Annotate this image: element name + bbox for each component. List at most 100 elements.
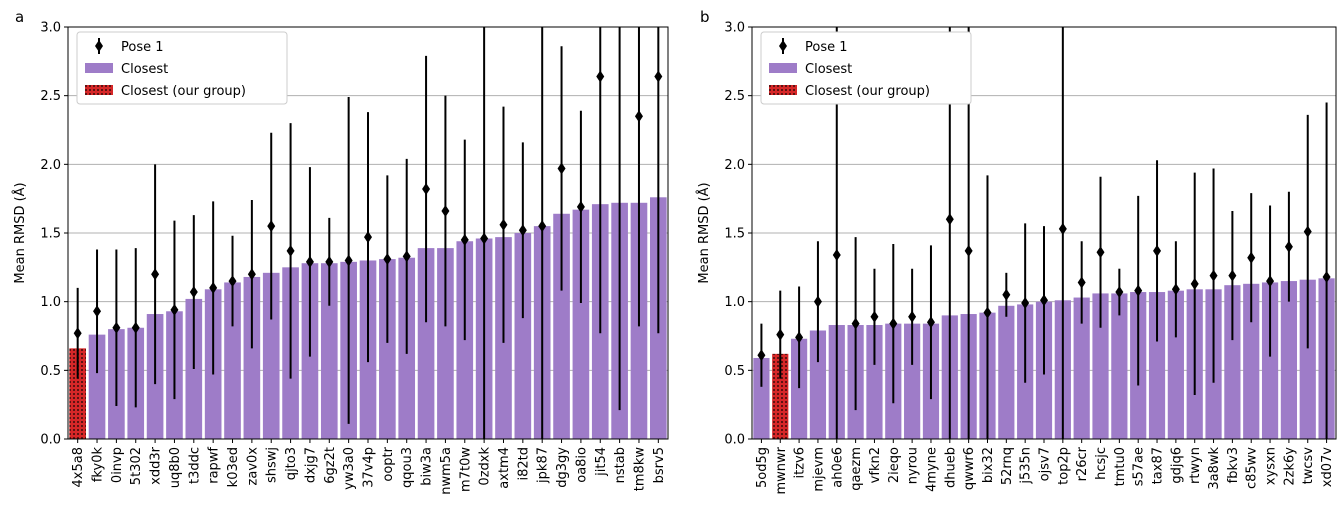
axes-frame bbox=[67, 26, 669, 440]
pose-marker bbox=[1134, 284, 1143, 297]
bar bbox=[753, 357, 770, 439]
pose-marker bbox=[170, 303, 179, 316]
pose-marker bbox=[1077, 276, 1086, 289]
x-tick-label: mwnwr bbox=[774, 446, 789, 494]
x-tick-label: qwwr6 bbox=[962, 447, 977, 490]
pose-marker bbox=[1209, 269, 1218, 282]
pose-marker bbox=[518, 224, 527, 237]
legend-symbol bbox=[85, 85, 113, 95]
bar bbox=[224, 282, 241, 439]
legend-symbol bbox=[769, 63, 797, 73]
x-tick-label: 3a8wk bbox=[1207, 447, 1222, 490]
pose-marker bbox=[1153, 244, 1162, 257]
pose-marker bbox=[1322, 270, 1331, 283]
pose-marker bbox=[1228, 269, 1237, 282]
y-tick-label: 3.0 bbox=[40, 21, 61, 36]
pose-marker bbox=[93, 305, 102, 318]
pose-marker bbox=[1190, 277, 1199, 290]
legend-label: Pose 1 bbox=[805, 40, 848, 55]
x-tick-label: itzv6 bbox=[793, 447, 808, 479]
pose-marker bbox=[151, 268, 160, 281]
pose-marker bbox=[499, 218, 508, 231]
x-tick-label: j535n bbox=[1019, 447, 1034, 485]
pose-marker bbox=[112, 321, 121, 334]
pose-marker bbox=[908, 310, 917, 323]
x-tick-label: t3ddc bbox=[187, 447, 202, 484]
bar bbox=[88, 334, 106, 439]
bar bbox=[417, 248, 435, 439]
pose-marker bbox=[983, 306, 992, 319]
pose-marker bbox=[538, 220, 547, 233]
y-tick-label: 1.0 bbox=[724, 295, 745, 310]
x-tick-label: 5t302 bbox=[129, 447, 144, 485]
pose-marker bbox=[460, 233, 469, 246]
x-tick-label: top2p bbox=[1056, 447, 1071, 485]
bar bbox=[185, 298, 203, 439]
x-tick-label: bix32 bbox=[981, 447, 996, 483]
x-tick-label: zav0x bbox=[245, 447, 260, 486]
pose-marker bbox=[1171, 283, 1180, 296]
x-tick-label: tmtu0 bbox=[1113, 447, 1128, 486]
x-tick-label: 6gz2t bbox=[323, 447, 338, 484]
pose-marker bbox=[1266, 275, 1275, 288]
bar bbox=[1224, 285, 1241, 439]
y-tick-label: 0.5 bbox=[724, 364, 745, 379]
pose-marker bbox=[1115, 286, 1124, 299]
x-tick-label: s57ae bbox=[1132, 447, 1147, 486]
axes-frame bbox=[751, 26, 1337, 440]
x-tick-label: yw3a0 bbox=[342, 447, 357, 490]
x-tick-label: 4myne bbox=[924, 447, 939, 492]
pose-marker bbox=[131, 321, 140, 334]
pose-marker bbox=[402, 250, 411, 263]
x-tick-label: 5od5g bbox=[755, 447, 770, 488]
pose-marker bbox=[1021, 297, 1030, 310]
x-tick-label: 4x5a8 bbox=[71, 447, 86, 487]
panel: b Mean RMSD (Å) 0.0 0.5 1.0 1.5 2.0 2.5 3.0 5od5g… bbox=[696, 8, 1337, 495]
bar bbox=[904, 323, 921, 439]
legend-symbol bbox=[769, 85, 797, 95]
x-tick-label: nyrou bbox=[906, 447, 921, 484]
pose-marker bbox=[1247, 251, 1256, 264]
pose-marker bbox=[926, 316, 935, 329]
panel: a Mean RMSD (Å) 0.0 0.5 1.0 1.5 2.0 2.5 3.0 4x5a8… bbox=[12, 8, 669, 495]
x-tick-label: twcsv bbox=[1301, 447, 1316, 485]
legend-label: Pose 1 bbox=[121, 40, 164, 55]
bar bbox=[553, 213, 570, 439]
x-tick-label: dg3gy bbox=[555, 447, 570, 488]
x-tick-label: 0zdxk bbox=[478, 447, 493, 486]
pose-marker bbox=[286, 244, 295, 257]
pose-marker bbox=[1284, 240, 1293, 253]
x-tick-label: biw3a bbox=[420, 447, 435, 486]
bar bbox=[998, 305, 1015, 439]
bar bbox=[379, 259, 396, 439]
y-tick-label: 0.0 bbox=[40, 433, 61, 448]
bar bbox=[320, 263, 338, 439]
pose-marker bbox=[364, 231, 372, 244]
x-tick-label: m7t0w bbox=[458, 447, 473, 492]
bar bbox=[1243, 283, 1260, 439]
pose-marker bbox=[325, 255, 334, 268]
pose-marker bbox=[1002, 288, 1011, 301]
y-axis-label: Mean RMSD (Å) bbox=[696, 182, 712, 283]
x-tick-label: uq8b0 bbox=[168, 447, 183, 488]
x-tick-label: shswj bbox=[265, 447, 280, 483]
bar bbox=[866, 325, 883, 439]
bar bbox=[772, 353, 789, 439]
x-tick-label: xd07v bbox=[1320, 447, 1335, 487]
legend-box bbox=[760, 31, 972, 105]
pose-marker bbox=[596, 70, 605, 83]
bar bbox=[243, 276, 261, 439]
legend-label: Closest (our group) bbox=[805, 84, 930, 99]
x-tick-label: ah0e6 bbox=[830, 447, 845, 488]
x-tick-label: qaezm bbox=[849, 447, 864, 491]
x-tick-label: dxjg7 bbox=[303, 447, 318, 483]
pose-marker bbox=[757, 349, 766, 362]
bar bbox=[437, 248, 454, 439]
y-tick-label: 0.5 bbox=[40, 364, 61, 379]
x-tick-label: r26cr bbox=[1075, 446, 1090, 481]
pose-marker bbox=[634, 110, 643, 123]
x-tick-label: jpk87 bbox=[536, 447, 551, 484]
bar bbox=[1148, 292, 1166, 439]
x-tick-label: 52rnq bbox=[1000, 447, 1015, 485]
pose-marker bbox=[1058, 222, 1067, 235]
